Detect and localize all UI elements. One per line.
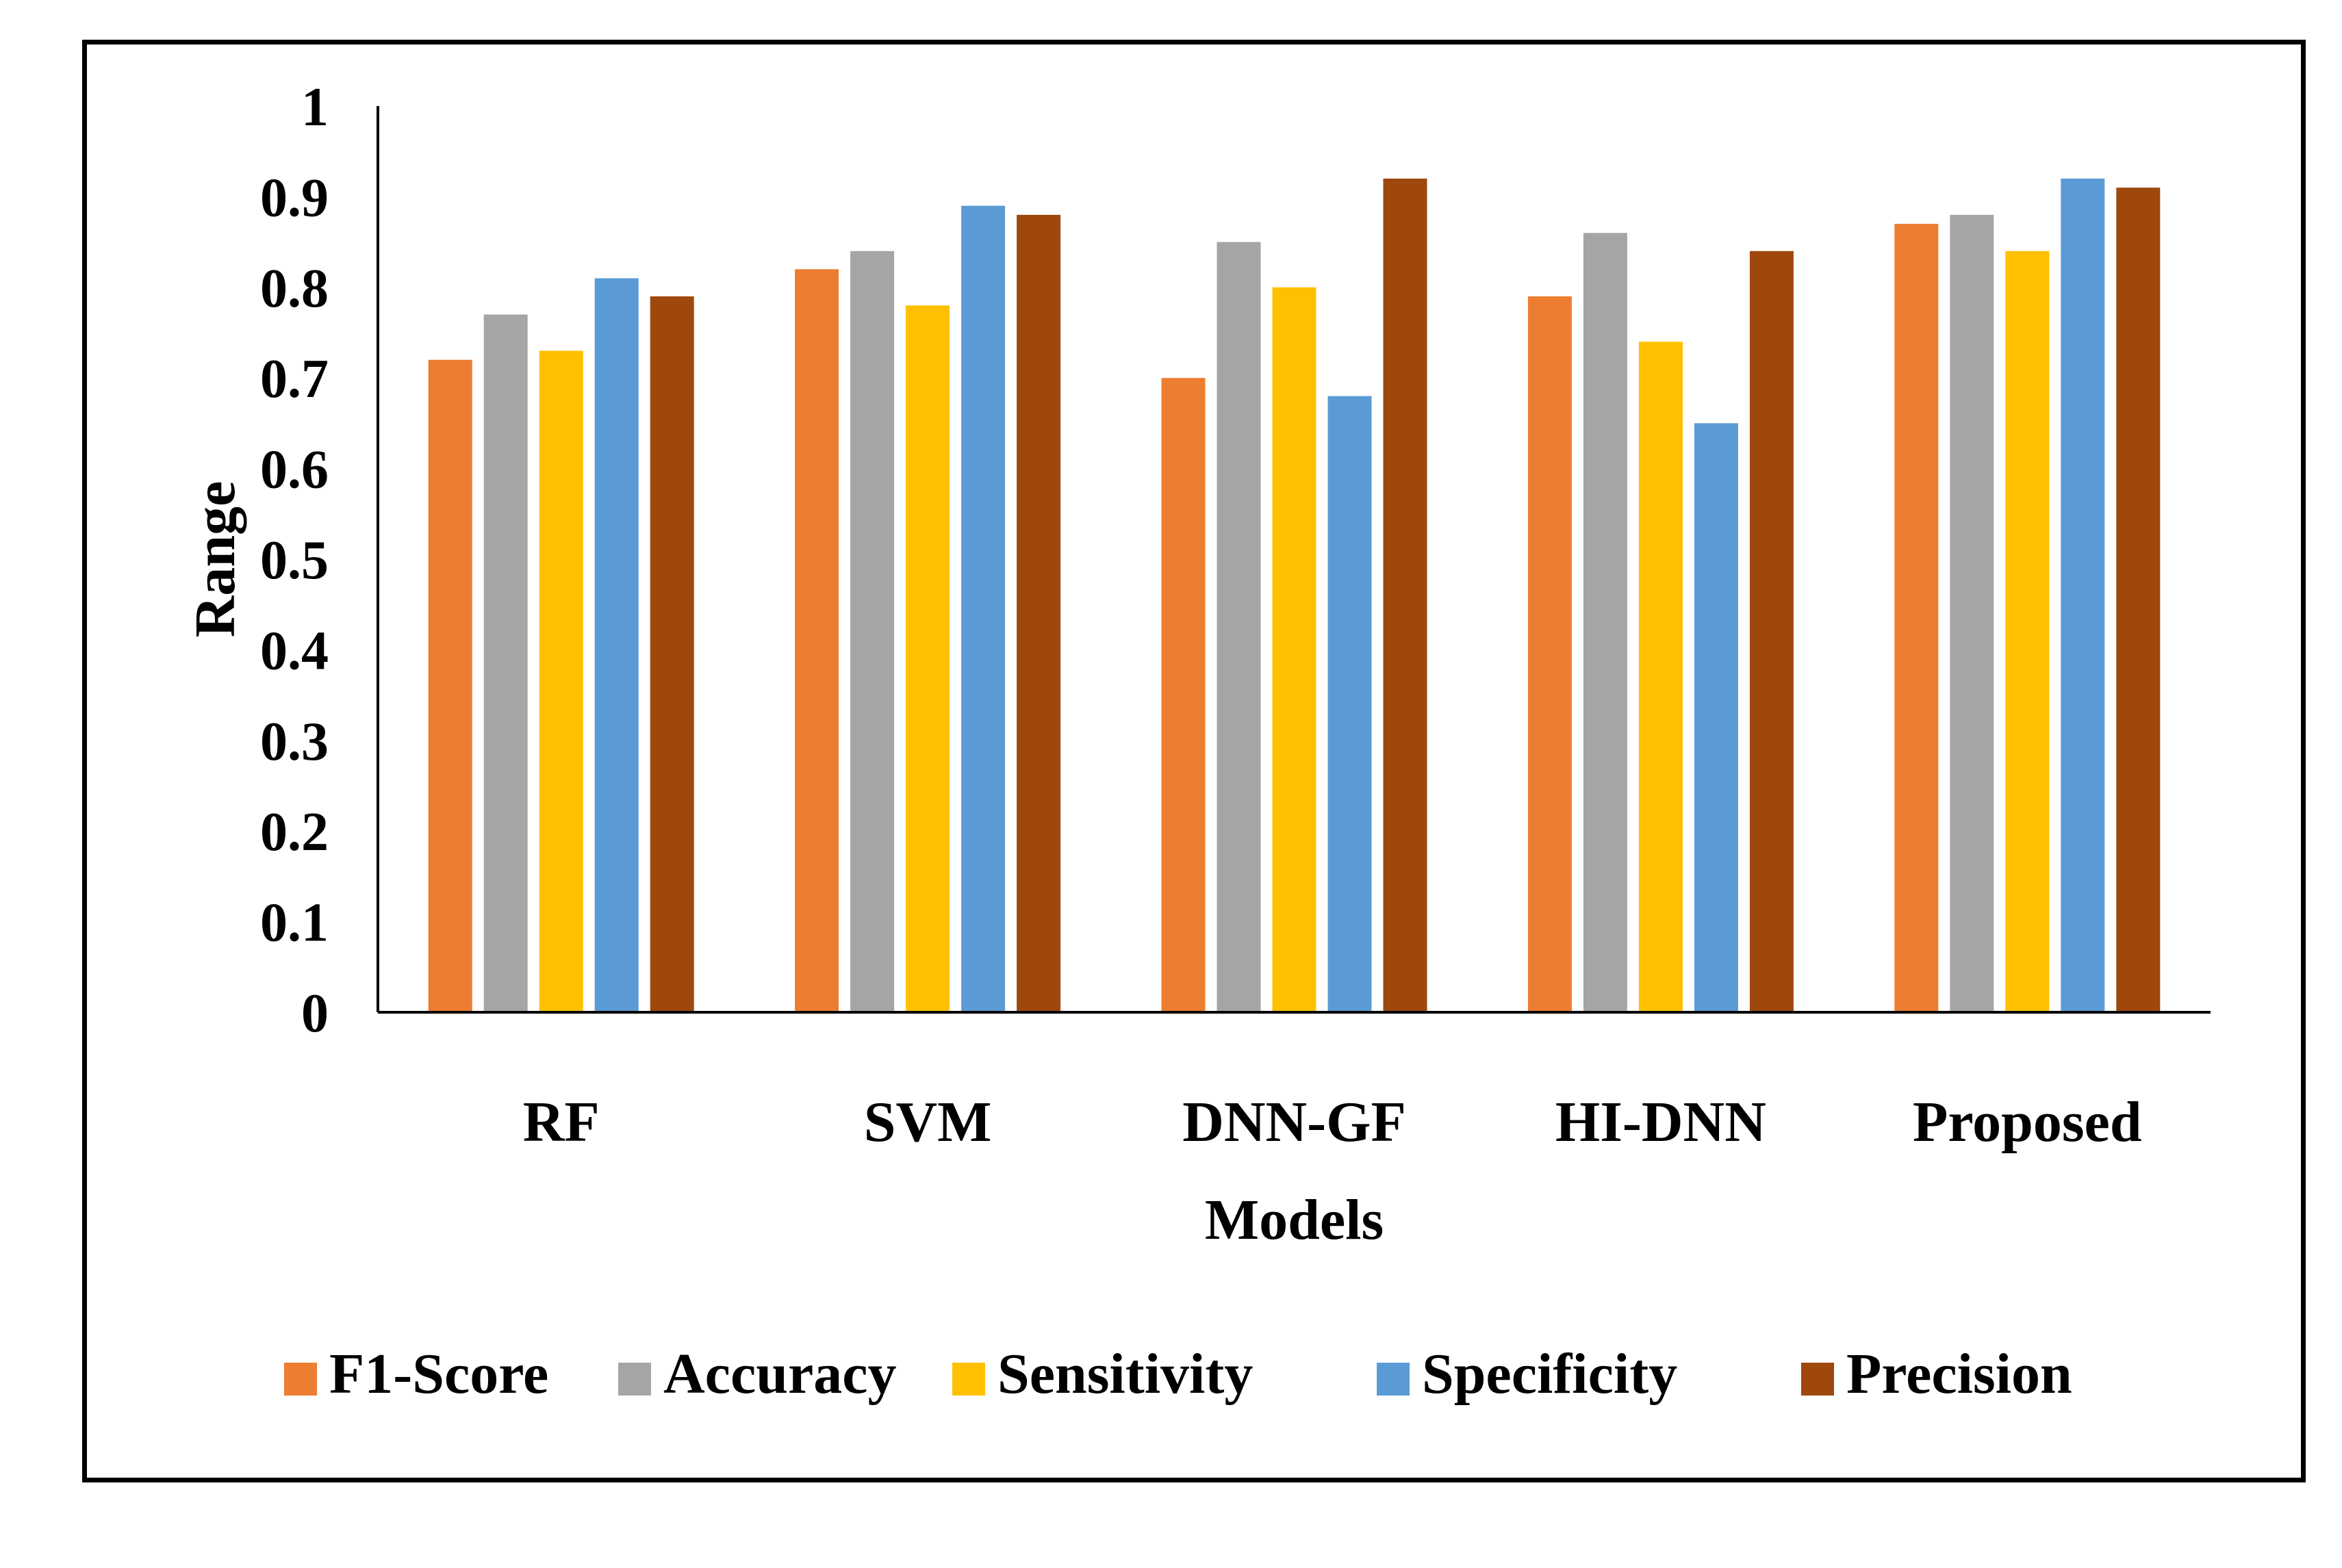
- legend-label: F1-Score: [329, 1342, 548, 1406]
- legend-swatch-f1-score: [284, 1363, 317, 1396]
- y-tick-label: 0: [301, 984, 329, 1044]
- chart-frame: 0 0.1 0.2 0.3 0.4 0.5 0.6 0.7 0.8 0.9 1 RF SVM DNN-G…: [82, 40, 2306, 1482]
- bar-rf-accuracy: [483, 314, 528, 1012]
- bar-dnn-gf-f1-score: [1161, 378, 1206, 1012]
- legend-swatch-accuracy: [618, 1363, 651, 1396]
- legend-swatch-precision: [1801, 1363, 1834, 1396]
- bar-svm-f1-score: [795, 269, 839, 1012]
- x-axis-title: Models: [1205, 1188, 1384, 1252]
- y-tick-label: 0.8: [260, 259, 329, 319]
- bar-dnn-gf-precision: [1383, 178, 1427, 1013]
- legend-label: Precision: [1846, 1342, 2072, 1406]
- y-axis-ticks: 0 0.1 0.2 0.3 0.4 0.5 0.6 0.7 0.8 0.9 1: [260, 77, 329, 1044]
- x-axis-category-labels: RF SVM DNN-GF HI-DNN Proposed: [523, 1090, 2142, 1154]
- y-axis-title: Range: [183, 481, 247, 638]
- bar-proposed-sensitivity: [2005, 250, 2050, 1013]
- bars: [428, 178, 2161, 1013]
- legend-label: Specificity: [1422, 1342, 1677, 1406]
- bar-svm-sensitivity: [906, 305, 950, 1012]
- bar-hi-dnn-precision: [1749, 250, 1794, 1013]
- bar-proposed-f1-score: [1894, 224, 1939, 1012]
- x-category-label: SVM: [864, 1090, 992, 1154]
- bar-proposed-accuracy: [1950, 214, 1994, 1012]
- bar-rf-precision: [650, 296, 694, 1012]
- y-tick-label: 0.4: [260, 621, 329, 681]
- y-tick-label: 0.5: [260, 530, 329, 591]
- bar-svm-accuracy: [850, 250, 895, 1013]
- bar-dnn-gf-specificity: [1327, 396, 1372, 1012]
- bar-dnn-gf-sensitivity: [1272, 287, 1316, 1012]
- bar-hi-dnn-accuracy: [1583, 233, 1627, 1012]
- x-category-label: HI-DNN: [1555, 1090, 1766, 1154]
- y-tick-label: 0.1: [260, 893, 329, 953]
- legend-label: Sensitivity: [997, 1342, 1253, 1406]
- y-tick-label: 1: [301, 77, 329, 138]
- y-tick-label: 0.2: [260, 802, 329, 862]
- bar-chart: 0 0.1 0.2 0.3 0.4 0.5 0.6 0.7 0.8 0.9 1 RF SVM DNN-G…: [183, 77, 2211, 1406]
- y-tick-label: 0.3: [260, 712, 329, 772]
- legend: F1-Score Accuracy Sensitivity Specificity Pr…: [284, 1342, 2072, 1406]
- y-tick-label: 0.9: [260, 168, 329, 228]
- bar-rf-specificity: [594, 278, 639, 1012]
- bar-hi-dnn-specificity: [1694, 423, 1738, 1012]
- bar-svm-precision: [1017, 214, 1061, 1012]
- y-tick-label: 0.6: [260, 440, 329, 500]
- legend-swatch-sensitivity: [952, 1363, 985, 1396]
- bar-hi-dnn-f1-score: [1527, 296, 1572, 1012]
- legend-label: Accuracy: [663, 1342, 897, 1406]
- x-category-label: Proposed: [1913, 1090, 2141, 1154]
- bar-proposed-specificity: [2061, 178, 2105, 1013]
- bar-hi-dnn-sensitivity: [1638, 342, 1683, 1012]
- bar-rf-f1-score: [428, 359, 472, 1012]
- x-category-label: RF: [523, 1090, 600, 1154]
- legend-swatch-specificity: [1377, 1363, 1410, 1396]
- bar-proposed-precision: [2116, 188, 2161, 1012]
- x-category-label: DNN-GF: [1182, 1090, 1406, 1154]
- bar-dnn-gf-accuracy: [1217, 242, 1261, 1013]
- y-tick-label: 0.7: [260, 349, 329, 409]
- bar-rf-sensitivity: [539, 350, 583, 1012]
- bar-svm-specificity: [961, 205, 1006, 1012]
